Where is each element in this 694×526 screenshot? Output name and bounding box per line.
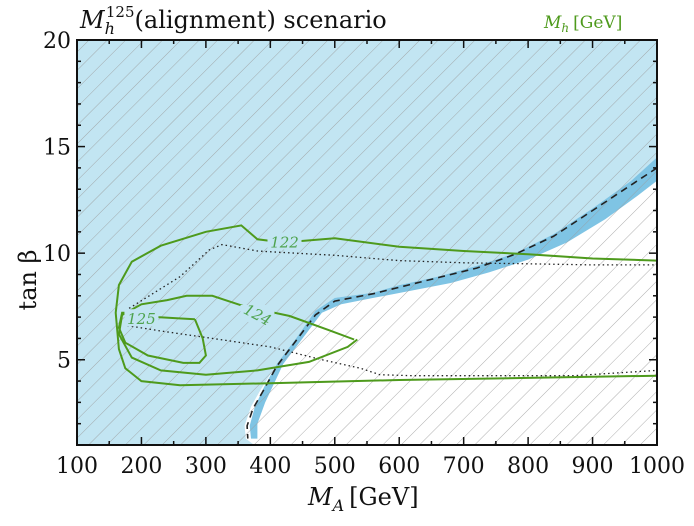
xlabel-main: M (307, 483, 334, 511)
contour-label-bg-124 (240, 304, 275, 322)
legend-unit: [GeV] (573, 13, 622, 33)
expected-boundary-line (246, 167, 657, 439)
xlabel-unit: [GeV] (349, 483, 418, 511)
x-tick-label-200: 200 (120, 454, 162, 479)
title-superscript: 125 (106, 3, 135, 21)
x-tick-labels: 100 200 300 400 500 600 700 800 900 1000 (56, 454, 685, 479)
axis-ticks (76, 39, 658, 445)
x-tick-label-1000: 1000 (629, 454, 685, 479)
x-axis-label: MA [GeV] (307, 483, 419, 515)
x-tick-label-400: 400 (249, 454, 291, 479)
contour-line-122 (114, 224, 657, 387)
title-main: M (79, 6, 106, 34)
contour-label-122: 122 (270, 234, 299, 252)
dotted-boundary-lower (127, 324, 657, 377)
y-tick-label-20: 20 (43, 29, 71, 54)
legend-label: Mh [GeV] (543, 13, 622, 35)
contour-label-bg-122 (267, 232, 302, 250)
xlabel-subscript: A (331, 496, 345, 515)
contour-label-bg-125 (124, 309, 159, 327)
legend-main: M (543, 13, 562, 33)
chart-title: Mh125(alignment) scenario (79, 3, 387, 38)
x-tick-label-700: 700 (443, 454, 485, 479)
y-tick-label-5: 5 (57, 349, 71, 374)
x-tick-label-800: 800 (507, 454, 549, 479)
dotted-boundary-upper (124, 243, 657, 312)
x-tick-label-900: 900 (572, 454, 614, 479)
y-tick-labels: 5 10 15 20 (43, 29, 71, 374)
y-tick-label-15: 15 (43, 136, 71, 161)
title-subscript: h (105, 19, 115, 38)
contour-label-125: 125 (127, 310, 156, 328)
x-tick-label-100: 100 (56, 454, 98, 479)
x-tick-label-600: 600 (378, 454, 420, 479)
x-tick-label-300: 300 (185, 454, 227, 479)
y-axis-label: tan β (14, 250, 42, 311)
title-rest: (alignment) scenario (135, 6, 387, 34)
legend-subscript: h (561, 21, 569, 35)
y-tick-label-10: 10 (43, 242, 71, 267)
x-tick-label-500: 500 (314, 454, 356, 479)
